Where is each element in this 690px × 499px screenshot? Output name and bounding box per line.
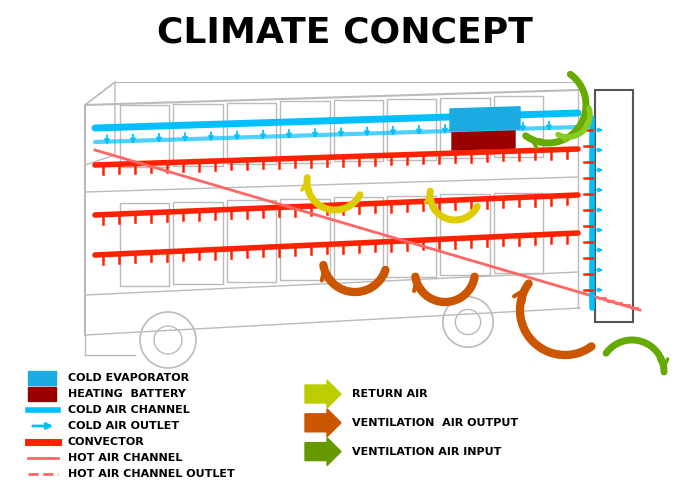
Bar: [280, 199, 330, 280]
Text: COLD AIR OUTLET: COLD AIR OUTLET: [68, 421, 179, 431]
Bar: [227, 102, 276, 164]
Bar: [280, 101, 330, 163]
Text: VENTILATION AIR INPUT: VENTILATION AIR INPUT: [352, 447, 502, 457]
Polygon shape: [305, 438, 341, 466]
Bar: [173, 104, 223, 166]
Text: HOT AIR CHANNEL OUTLET: HOT AIR CHANNEL OUTLET: [68, 469, 235, 479]
Text: CLIMATE CONCEPT: CLIMATE CONCEPT: [157, 15, 533, 49]
Text: RETURN AIR: RETURN AIR: [352, 389, 428, 399]
Bar: [440, 194, 490, 275]
Text: COLD AIR CHANNEL: COLD AIR CHANNEL: [68, 405, 190, 415]
Text: HEATING  BATTERY: HEATING BATTERY: [68, 389, 186, 399]
Polygon shape: [305, 409, 341, 437]
Bar: [120, 203, 169, 286]
Bar: [333, 100, 383, 161]
Polygon shape: [305, 380, 341, 408]
Bar: [440, 97, 490, 158]
Bar: [28, 387, 56, 401]
Bar: [493, 193, 543, 273]
Bar: [227, 200, 276, 282]
Text: COLD EVAPORATOR: COLD EVAPORATOR: [68, 373, 189, 383]
Bar: [333, 197, 383, 278]
Text: HOT AIR CHANNEL: HOT AIR CHANNEL: [68, 453, 182, 463]
Bar: [120, 105, 169, 167]
Bar: [28, 371, 56, 385]
Polygon shape: [452, 131, 515, 150]
Polygon shape: [450, 107, 520, 131]
Text: CONVECTOR: CONVECTOR: [68, 437, 145, 447]
Bar: [173, 202, 223, 284]
Text: VENTILATION  AIR OUTPUT: VENTILATION AIR OUTPUT: [352, 418, 518, 428]
Bar: [387, 99, 436, 160]
Bar: [493, 96, 543, 157]
Bar: [595, 90, 633, 322]
Bar: [387, 196, 436, 276]
